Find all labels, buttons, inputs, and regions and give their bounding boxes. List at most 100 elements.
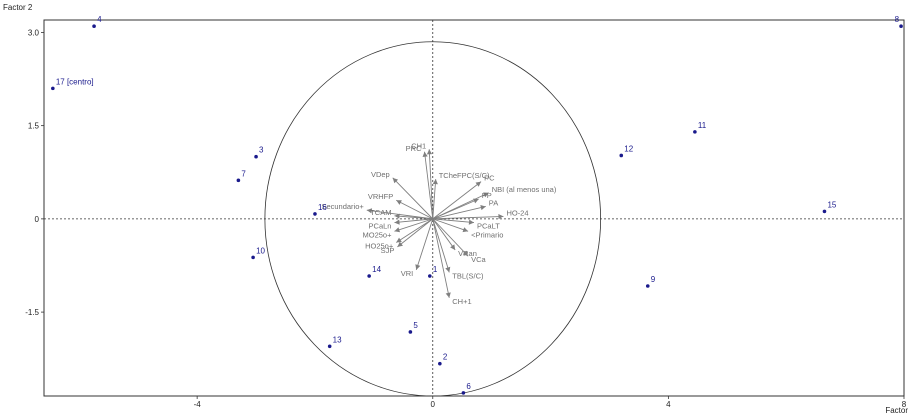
vector-line <box>432 218 456 251</box>
axis-ticks: -4 0 4 8 3.0 1.5 0 -1.5 <box>25 28 907 409</box>
vector-arrowhead <box>480 205 486 211</box>
vector-arrowhead <box>432 179 438 185</box>
vector-arrowhead <box>426 149 433 155</box>
x-tick-label: 4 <box>666 400 671 409</box>
vector-label: MO25o+ <box>362 230 392 239</box>
y-tick-label: 3.0 <box>28 28 40 37</box>
data-point <box>899 24 903 29</box>
vector-line <box>432 181 482 220</box>
vector-arrowhead <box>396 200 402 205</box>
vector-label: HO-24 <box>506 208 528 217</box>
data-point-label: 7 <box>241 169 246 178</box>
vector-label: TBL(S/C) <box>452 271 484 280</box>
vector-label: PA <box>489 198 498 207</box>
data-point <box>51 86 55 91</box>
vector-line <box>424 151 434 219</box>
data-point <box>822 209 827 214</box>
data-point-label: 1 <box>433 265 438 274</box>
vector-arrowhead <box>445 292 451 298</box>
vector-line <box>366 209 433 220</box>
vector-arrowhead <box>415 264 421 270</box>
vector-line <box>394 215 433 220</box>
vector-line <box>394 218 433 232</box>
data-point <box>693 130 697 134</box>
data-point-label: 3 <box>259 146 264 155</box>
data-point-label: 10 <box>256 246 265 255</box>
vector-arrowhead <box>394 227 401 233</box>
vector-arrowhead <box>498 213 504 220</box>
vector-arrowhead <box>445 266 451 273</box>
data-point <box>645 284 650 288</box>
vector-arrowhead <box>473 198 479 204</box>
vector-line <box>392 177 434 220</box>
y-tick-label: -1.5 <box>25 308 39 317</box>
data-point <box>408 330 413 334</box>
vector-arrowhead <box>462 250 469 257</box>
data-point-label: 8 <box>895 15 900 24</box>
y-tick-label: 0 <box>35 215 40 224</box>
data-point-label: 9 <box>651 275 656 284</box>
vector-label: PC <box>484 174 495 183</box>
data-point-label: 14 <box>372 265 381 274</box>
vector-label: PRC <box>406 144 422 153</box>
vector-label: CH1 <box>411 141 426 150</box>
data-point <box>438 361 442 366</box>
zero-lines <box>44 20 904 396</box>
vector-label: VRI <box>401 269 414 278</box>
vector-arrowhead <box>468 219 474 225</box>
vector-line <box>394 218 433 224</box>
vector-line <box>432 218 469 232</box>
vector-line <box>396 218 434 243</box>
vector-line <box>432 218 469 257</box>
vector-label: VCa <box>471 255 486 264</box>
data-point <box>236 178 241 183</box>
vector-label: TCheFPC(S/C) <box>439 171 490 180</box>
y-tick-label: 1.5 <box>28 122 40 131</box>
data-point <box>251 255 255 260</box>
plot-frame-rect <box>43 19 905 397</box>
data-point-label: 16 <box>318 203 327 212</box>
data-point <box>92 24 96 29</box>
vector-label: NBI (al menos una) <box>492 185 557 194</box>
vector-arrowhead <box>396 237 402 243</box>
vector-arrowhead <box>397 241 403 247</box>
vector-label: PCaLT <box>477 222 500 231</box>
vector-label: TCAM <box>370 208 391 217</box>
data-point <box>327 344 332 349</box>
x-axis-label: Factor <box>885 406 908 415</box>
vector-line <box>432 218 450 298</box>
vector-line <box>397 218 434 248</box>
data-point-label: 5 <box>413 321 418 330</box>
vector-label: CH+1 <box>452 297 471 306</box>
vector-arrowhead <box>394 219 400 225</box>
data-point-label: 4 <box>97 15 102 24</box>
data-point-label: 13 <box>333 335 342 344</box>
vector-arrowhead <box>366 208 373 214</box>
plot-frame <box>43 19 905 397</box>
data-point-label: 2 <box>443 353 448 362</box>
vector-line <box>432 198 479 220</box>
data-point-label: 15 <box>827 200 836 209</box>
data-point <box>313 212 317 216</box>
vector-arrowhead <box>475 181 482 187</box>
vector-arrowhead <box>450 244 456 250</box>
vector-label: VDep <box>371 170 390 179</box>
x-tick-label: 0 <box>431 400 436 409</box>
vector-line <box>432 179 437 219</box>
vector-label: HO25o+ <box>365 241 394 250</box>
data-point-label: 6 <box>466 382 471 391</box>
data-point-label: 11 <box>698 121 707 130</box>
vector-label: PCaLn <box>369 222 392 231</box>
data-point <box>461 391 466 395</box>
vector-label: Secundario+ <box>321 202 364 211</box>
x-tick-label: 8 <box>902 400 907 409</box>
vector-arrowhead <box>483 192 489 198</box>
vector-line <box>396 199 433 220</box>
vector-label: PP <box>482 191 492 200</box>
x-tick-label: -4 <box>194 400 202 409</box>
vector-line <box>432 218 450 273</box>
observation-points: 4 8 17 [centro] 3 7 16 10 14 1 13 5 2 6 12 11 15 9 <box>51 15 903 395</box>
vector-label: VRHFP <box>368 192 393 201</box>
